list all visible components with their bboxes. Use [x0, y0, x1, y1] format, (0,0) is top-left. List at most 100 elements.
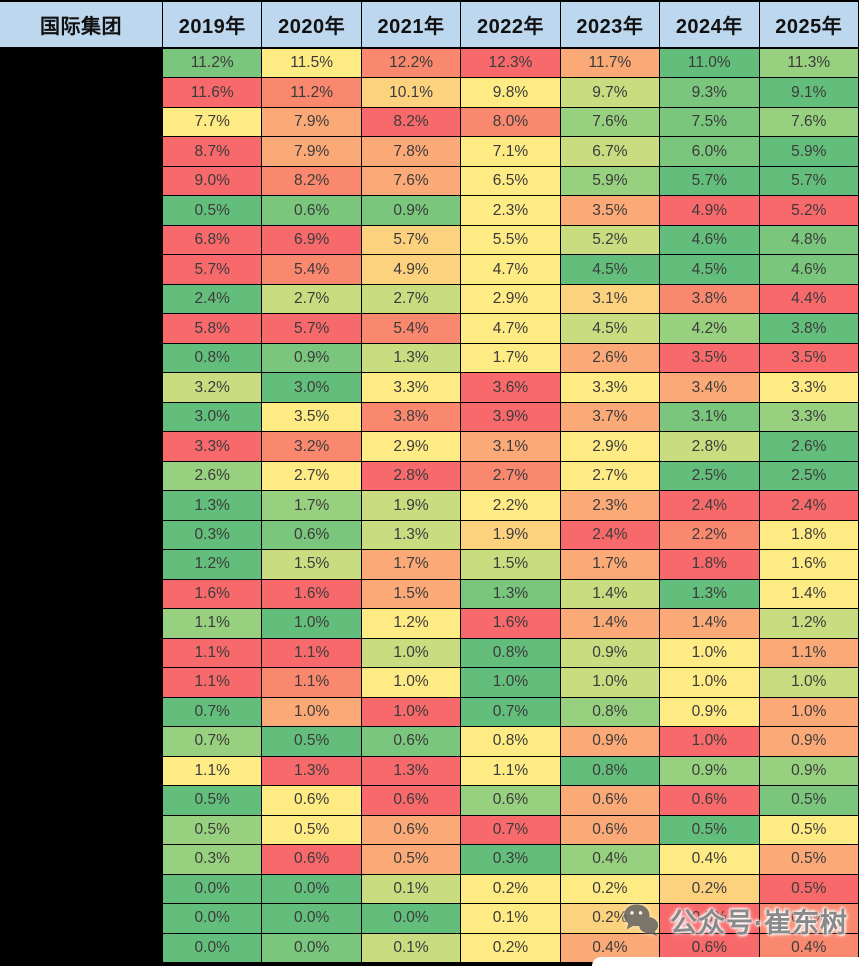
row-label-redacted	[0, 727, 163, 757]
heatmap-cell: 2.9%	[461, 284, 561, 315]
heatmap-cell: 4.4%	[759, 284, 859, 315]
heatmap-cell: 5.7%	[660, 166, 760, 197]
heatmap-cell: 4.5%	[560, 255, 661, 285]
heatmap-cell: 1.9%	[461, 520, 561, 551]
heatmap-cell: 3.5%	[560, 196, 661, 226]
heatmap-cell: 5.7%	[759, 166, 859, 197]
heatmap-cell: 1.1%	[163, 668, 263, 698]
heatmap-cell: 0.2%	[660, 874, 760, 905]
table-row: 0.8% 0.9% 1.3% 1.7% 2.6% 3.5% 3.5%	[0, 343, 859, 374]
heatmap-cell: 3.3%	[759, 373, 859, 403]
heatmap-cell: 1.1%	[262, 668, 362, 698]
row-label-redacted	[0, 78, 163, 108]
heatmap-cell: 4.7%	[461, 314, 561, 344]
heatmap-cell: 2.7%	[361, 284, 462, 315]
heatmap-cell: 3.2%	[262, 432, 362, 462]
heatmap-cell: 6.0%	[660, 137, 760, 167]
heatmap-cell: 8.0%	[461, 107, 561, 138]
heatmap-cell: 5.4%	[262, 255, 362, 285]
heatmap-cell: 0.9%	[660, 697, 760, 728]
table-row: 0.5% 0.6% 0.9% 2.3% 3.5% 4.9% 5.2%	[0, 196, 859, 226]
table-row: 9.0% 8.2% 7.6% 6.5% 5.9% 5.7% 5.7%	[0, 166, 859, 197]
heatmap-cell: 0.5%	[361, 845, 462, 875]
heatmap-cell: 1.3%	[262, 756, 362, 787]
heatmap-cell: 3.5%	[759, 343, 859, 374]
heatmap-cell: 0.4%	[560, 845, 661, 875]
heatmap-cell: 1.4%	[759, 579, 859, 610]
heatmap-cell: 0.1%	[461, 904, 561, 934]
heatmap-cell: 7.1%	[461, 137, 561, 167]
heatmap-cell: 11.5%	[262, 49, 362, 79]
heatmap-cell: 1.4%	[560, 579, 661, 610]
heatmap-cell: 1.3%	[461, 579, 561, 610]
heatmap-cell: 12.3%	[461, 49, 561, 79]
heatmap-cell: 7.9%	[262, 107, 362, 138]
heatmap-cell: 0.8%	[560, 756, 661, 787]
heatmap-cell: 5.4%	[361, 314, 462, 344]
row-label-redacted	[0, 874, 163, 905]
column-header-3: 2021年	[361, 2, 462, 49]
heatmap-cell: 0.0%	[361, 904, 462, 934]
heatmap-cell: 4.8%	[759, 225, 859, 256]
table-row: 1.6% 1.6% 1.5% 1.3% 1.4% 1.3% 1.4%	[0, 579, 859, 610]
table-row: 0.5% 0.6% 0.6% 0.6% 0.6% 0.6% 0.5%	[0, 786, 859, 816]
heatmap-cell: 0.6%	[262, 845, 362, 875]
row-label-redacted	[0, 373, 163, 403]
heatmap-cell: 3.7%	[560, 402, 661, 433]
table-row: 2.6% 2.7% 2.8% 2.7% 2.7% 2.5% 2.5%	[0, 461, 859, 492]
heatmap-cell: 1.5%	[461, 550, 561, 580]
heatmap-cell: 1.2%	[163, 550, 263, 580]
heatmap-cell: 1.3%	[361, 756, 462, 787]
heatmap-cell: 5.7%	[361, 225, 462, 256]
heatmap-cell: 1.0%	[262, 609, 362, 639]
table-row: 0.3% 0.6% 0.5% 0.3% 0.4% 0.4% 0.5%	[0, 845, 859, 875]
table-row: 1.3% 1.7% 1.9% 2.2% 2.3% 2.4% 2.4%	[0, 491, 859, 521]
heatmap-cell: 0.0%	[163, 933, 263, 964]
heatmap-cell: 0.0%	[163, 874, 263, 905]
heatmap-cell: 9.1%	[759, 78, 859, 108]
heatmap-cell: 1.2%	[361, 609, 462, 639]
heatmap-cell: 2.9%	[361, 432, 462, 462]
heatmap-cell: 1.8%	[759, 520, 859, 551]
heatmap-cell: 4.5%	[660, 255, 760, 285]
heatmap-cell: 0.5%	[163, 786, 263, 816]
heatmap-cell: 1.0%	[361, 638, 462, 669]
heatmap-cell: 1.6%	[163, 579, 263, 610]
heatmap-cell: 4.7%	[461, 255, 561, 285]
heatmap-cell: 5.5%	[461, 225, 561, 256]
table-row: 11.6% 11.2% 10.1% 9.8% 9.7% 9.3% 9.1%	[0, 78, 859, 108]
row-label-redacted	[0, 314, 163, 344]
heatmap-cell: 0.6%	[262, 786, 362, 816]
heatmap-cell: 7.5%	[660, 107, 760, 138]
row-label-redacted	[0, 491, 163, 521]
table-row: 3.0% 3.5% 3.8% 3.9% 3.7% 3.1% 3.3%	[0, 402, 859, 433]
heatmap-cell: 0.2%	[461, 874, 561, 905]
heatmap-cell: 5.2%	[560, 225, 661, 256]
row-label-redacted	[0, 432, 163, 462]
heatmap-cell: 2.7%	[262, 284, 362, 315]
heatmap-cell: 0.3%	[163, 845, 263, 875]
heatmap-cell: 1.7%	[560, 550, 661, 580]
table-row: 7.7% 7.9% 8.2% 8.0% 7.6% 7.5% 7.6%	[0, 107, 859, 138]
heatmap-cell: 0.6%	[262, 520, 362, 551]
table-row: 6.8% 6.9% 5.7% 5.5% 5.2% 4.6% 4.8%	[0, 225, 859, 256]
heatmap-cell: 5.9%	[560, 166, 661, 197]
column-header-4: 2022年	[461, 2, 561, 49]
heatmap-cell: 1.1%	[759, 638, 859, 669]
heatmap-cell: 0.0%	[262, 904, 362, 934]
row-label-redacted	[0, 255, 163, 285]
heatmap-cell: 3.5%	[660, 343, 760, 374]
heatmap-cell: 1.6%	[461, 609, 561, 639]
row-label-redacted	[0, 786, 163, 816]
heatmap-cell: 0.5%	[660, 815, 760, 846]
heatmap-cell: 0.5%	[262, 727, 362, 757]
heatmap-cell: 1.0%	[660, 668, 760, 698]
table-row: 0.5% 0.5% 0.6% 0.7% 0.6% 0.5% 0.5%	[0, 815, 859, 846]
heatmap-cell: 2.6%	[759, 432, 859, 462]
heatmap-cell: 9.7%	[560, 78, 661, 108]
row-label-redacted	[0, 668, 163, 698]
heatmap-cell: 7.7%	[163, 107, 263, 138]
heatmap-cell: 1.0%	[262, 697, 362, 728]
table-row: 1.1% 1.3% 1.3% 1.1% 0.8% 0.9% 0.9%	[0, 756, 859, 787]
heatmap-cell: 0.9%	[262, 343, 362, 374]
